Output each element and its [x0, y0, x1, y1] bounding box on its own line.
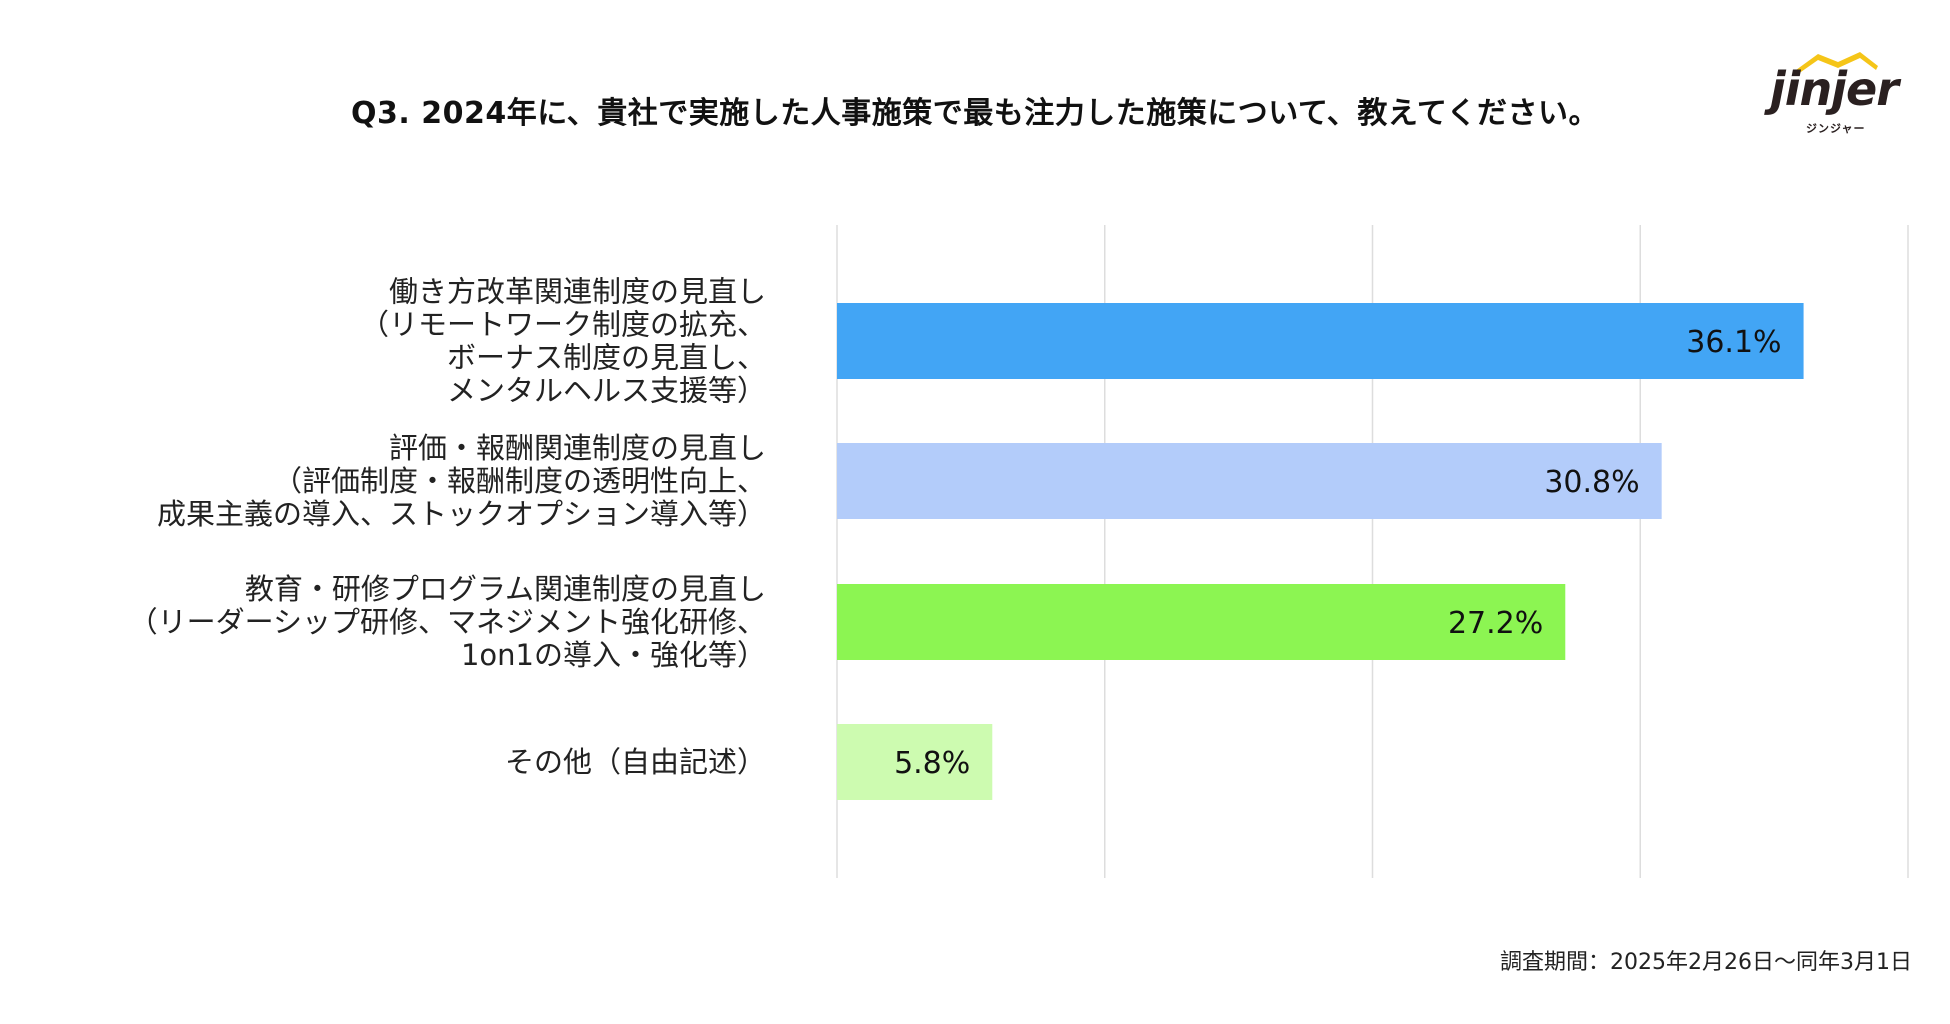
category-label: （リーダーシップ研修、マネジメント強化研修、 [129, 605, 766, 639]
data-label: 36.1% [1686, 325, 1781, 360]
data-label: 5.8% [894, 746, 970, 781]
category-label: ボーナス制度の見直し、 [447, 341, 766, 375]
category-label: 評価・報酬関連制度の見直し [389, 431, 766, 465]
data-label: 30.8% [1544, 465, 1639, 500]
category-label: 働き方改革関連制度の見直し [389, 275, 766, 309]
jinjer-logo: jinjer ジンジャー [1760, 48, 1910, 138]
data-label: 27.2% [1448, 606, 1543, 641]
bar-chart: 36.1% 30.8% 27.2% 5.8% 働き方改革関連制度の見直し（リモートワー… [129, 225, 1909, 878]
logo-roof-icon [1796, 52, 1878, 74]
survey-period-note: 調査期間：2025年2月26日〜同年3月1日 [1500, 950, 1912, 975]
category-label: 教育・研修プログラム関連制度の見直し [245, 572, 766, 606]
logo-kana: ジンジャー [1806, 122, 1866, 135]
category-label: メンタルヘルス支援等） [447, 374, 766, 408]
bar [837, 724, 993, 800]
category-label: 1on1の導入・強化等） [461, 638, 766, 672]
bar [837, 584, 1566, 660]
category-label: （評価制度・報酬制度の透明性向上、 [273, 464, 766, 498]
category-label: その他（自由記述） [505, 745, 766, 779]
category-labels: 働き方改革関連制度の見直し（リモートワーク制度の拡充、ボーナス制度の見直し、メン… [129, 275, 766, 780]
bar [837, 443, 1662, 519]
logo-wordmark: jinjer [1770, 62, 1899, 116]
category-label: （リモートワーク制度の拡充、 [360, 308, 766, 342]
category-label: 成果主義の導入、ストックオプション導入等） [157, 497, 766, 531]
bar [837, 303, 1804, 379]
chart-title: Q3. 2024年に、貴社で実施した人事施策で最も注力した施策について、教えてく… [350, 96, 1599, 131]
bars: 36.1% 30.8% 27.2% 5.8% [837, 303, 1804, 800]
